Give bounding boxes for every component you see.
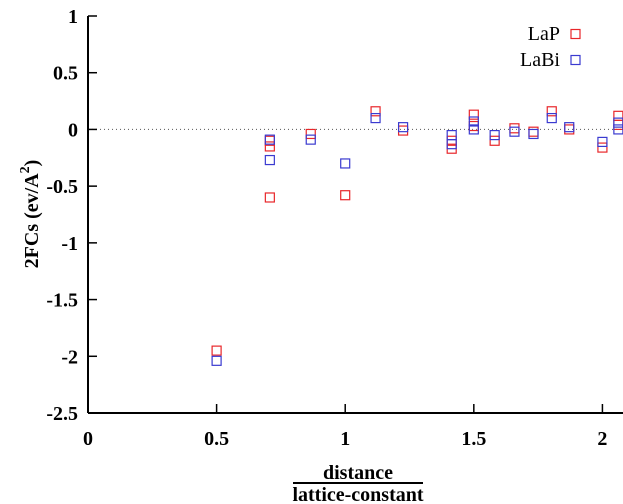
data-point-lap — [528, 126, 539, 137]
data-point-labi — [397, 122, 409, 133]
x-tick-label: 1 — [340, 428, 350, 450]
axes — [87, 15, 623, 414]
x-tick-label: 2 — [597, 428, 607, 450]
y-tick-label: 0 — [68, 119, 78, 141]
legend-marker-labi — [570, 54, 581, 66]
data-point-labi — [264, 154, 275, 166]
y-tick-label: -2 — [61, 346, 78, 368]
data-point-labi — [489, 130, 500, 141]
tick-labels: 10.50-0.5-1-1.5-2-2.50 0.5 1 1.5 2 — [46, 6, 607, 450]
data-point-labi — [613, 117, 623, 128]
y-axis-title: 2FCs (ev/A2) — [18, 160, 43, 269]
data-point-labi — [597, 136, 608, 148]
y-tick-label: -0.5 — [46, 176, 78, 198]
legend-label-labi: LaBi — [520, 49, 560, 71]
y-tick-label: -2.5 — [46, 403, 78, 425]
data-point-lap — [546, 106, 557, 117]
data-point-labi — [509, 126, 520, 137]
x-tick-label: 0.5 — [204, 428, 229, 450]
data-point-labi — [370, 112, 381, 124]
data-point-lap — [305, 128, 316, 140]
data-point-labi — [305, 134, 316, 145]
data-point-lap — [397, 125, 409, 136]
data-point-labi — [446, 130, 457, 141]
data-point-lap — [597, 142, 608, 153]
x-axis-title-numerator: distance — [323, 462, 393, 484]
y-tick-label: -1.5 — [46, 290, 78, 312]
data-point-labi — [264, 134, 275, 145]
data-point-lap — [264, 141, 275, 152]
data-point-labi — [564, 122, 575, 133]
data-point-lap — [340, 190, 351, 201]
legend-marker-lap — [570, 28, 581, 40]
data-point-labi — [468, 116, 479, 127]
legend: LaP LaBi — [520, 23, 581, 71]
x-axis-title-denominator: lattice-constant — [292, 484, 423, 504]
data-point-labi — [211, 355, 222, 366]
data-point-labi — [468, 124, 479, 135]
y-tick-label: 1 — [68, 6, 78, 28]
data-point-labi — [446, 139, 457, 150]
svg-text:2FCs (ev/A2): 2FCs (ev/A2) — [18, 160, 43, 269]
data-point-lap — [509, 123, 520, 134]
data-point-lap — [264, 192, 275, 203]
legend-label-lap: LaP — [528, 23, 560, 45]
data-marks — [211, 106, 623, 366]
x-tick-label: 1.5 — [461, 428, 486, 450]
x-tick-label: 0 — [83, 428, 93, 450]
data-point-lap — [468, 109, 479, 120]
x-axis-title: distance lattice-constant — [292, 462, 423, 504]
y-tick-label: -1 — [61, 233, 78, 255]
data-point-labi — [546, 112, 557, 124]
data-point-lap — [613, 110, 623, 121]
data-point-lap — [489, 135, 500, 146]
data-point-labi — [340, 158, 351, 169]
y-tick-label: 0.5 — [53, 63, 78, 85]
data-point-labi — [528, 128, 539, 140]
data-point-lap — [211, 345, 222, 356]
data-point-lap — [370, 106, 381, 117]
